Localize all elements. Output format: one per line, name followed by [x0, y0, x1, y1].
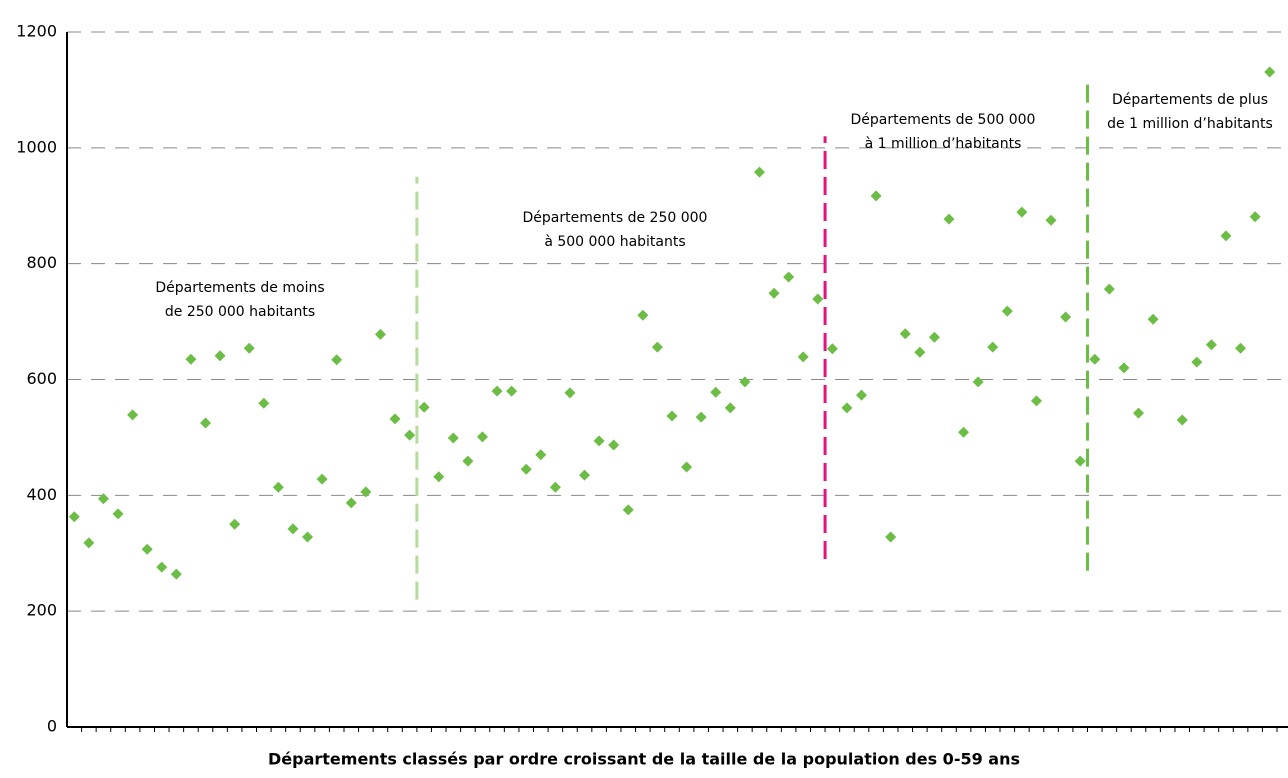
point	[476, 431, 488, 443]
y-tick-label: 1000	[16, 137, 57, 156]
annotation: de 1 million d’habitants	[1107, 116, 1273, 132]
annotation: Départements de plus	[1112, 92, 1268, 108]
point	[972, 376, 984, 388]
y-tick-label: 800	[26, 253, 57, 272]
point	[637, 309, 649, 321]
point	[1264, 66, 1276, 78]
point	[272, 481, 284, 493]
point	[753, 166, 765, 178]
point	[170, 568, 182, 580]
point	[83, 537, 95, 549]
point	[1176, 414, 1188, 426]
point	[841, 402, 853, 414]
annotation: Départements de 250 000	[523, 210, 708, 226]
point	[199, 417, 211, 429]
point	[1118, 362, 1130, 374]
point	[783, 271, 795, 283]
point	[885, 531, 897, 543]
y-tick-label: 200	[26, 601, 57, 620]
point	[258, 397, 270, 409]
point	[579, 469, 591, 481]
point	[1045, 214, 1057, 226]
point	[870, 190, 882, 202]
point	[1220, 230, 1232, 242]
point	[345, 497, 357, 509]
point	[928, 331, 940, 343]
point	[666, 410, 678, 422]
point	[1060, 311, 1072, 323]
point	[724, 402, 736, 414]
point	[1103, 283, 1115, 295]
point	[433, 471, 445, 483]
point	[404, 429, 416, 441]
y-tick-label: 1200	[16, 22, 57, 41]
point	[1249, 211, 1261, 223]
point	[447, 432, 459, 444]
point	[914, 346, 926, 358]
point	[1133, 407, 1145, 419]
point	[1147, 313, 1159, 325]
point	[287, 523, 299, 535]
point	[520, 463, 532, 475]
annotation: à 1 million d’habitants	[865, 136, 1022, 152]
point	[127, 409, 139, 421]
point	[695, 411, 707, 423]
point	[506, 385, 518, 397]
annotation: Départements de 500 000	[851, 112, 1036, 128]
point	[622, 504, 634, 516]
annotation: à 500 000 habitants	[544, 234, 685, 250]
point	[768, 287, 780, 299]
point	[229, 518, 241, 530]
point	[141, 543, 153, 555]
point	[608, 439, 620, 451]
y-tick-label: 400	[26, 485, 57, 504]
point	[185, 353, 197, 365]
point	[797, 351, 809, 363]
point	[302, 531, 314, 543]
point	[943, 213, 955, 225]
point	[389, 413, 401, 425]
point	[243, 342, 255, 354]
point	[899, 328, 911, 340]
point	[1205, 339, 1217, 351]
point	[593, 435, 605, 447]
annotation: Départements de moins	[155, 280, 324, 296]
point	[826, 343, 838, 355]
point	[97, 493, 109, 505]
point	[491, 385, 503, 397]
point	[331, 354, 343, 366]
point	[68, 511, 80, 523]
point	[418, 401, 430, 413]
y-tick-label: 600	[26, 369, 57, 388]
point	[681, 461, 693, 473]
point	[156, 561, 168, 573]
point	[856, 389, 868, 401]
point	[112, 508, 124, 520]
y-tick-label: 0	[47, 717, 57, 736]
point	[564, 387, 576, 399]
point	[316, 473, 328, 485]
point	[1030, 395, 1042, 407]
point	[1235, 342, 1247, 354]
point	[812, 293, 824, 305]
point	[739, 376, 751, 388]
point	[710, 386, 722, 398]
point	[651, 341, 663, 353]
point	[214, 350, 226, 362]
point	[987, 341, 999, 353]
point	[958, 426, 970, 438]
annotation: de 250 000 habitants	[165, 304, 315, 320]
point	[1074, 455, 1086, 467]
point	[374, 328, 386, 340]
point	[360, 486, 372, 498]
point	[549, 481, 561, 493]
point	[1191, 356, 1203, 368]
point	[1001, 305, 1013, 317]
point	[535, 449, 547, 461]
point	[1089, 353, 1101, 365]
point	[1016, 206, 1028, 218]
x-axis-label: Départements classés par ordre croissant…	[268, 750, 1020, 769]
point	[462, 455, 474, 467]
